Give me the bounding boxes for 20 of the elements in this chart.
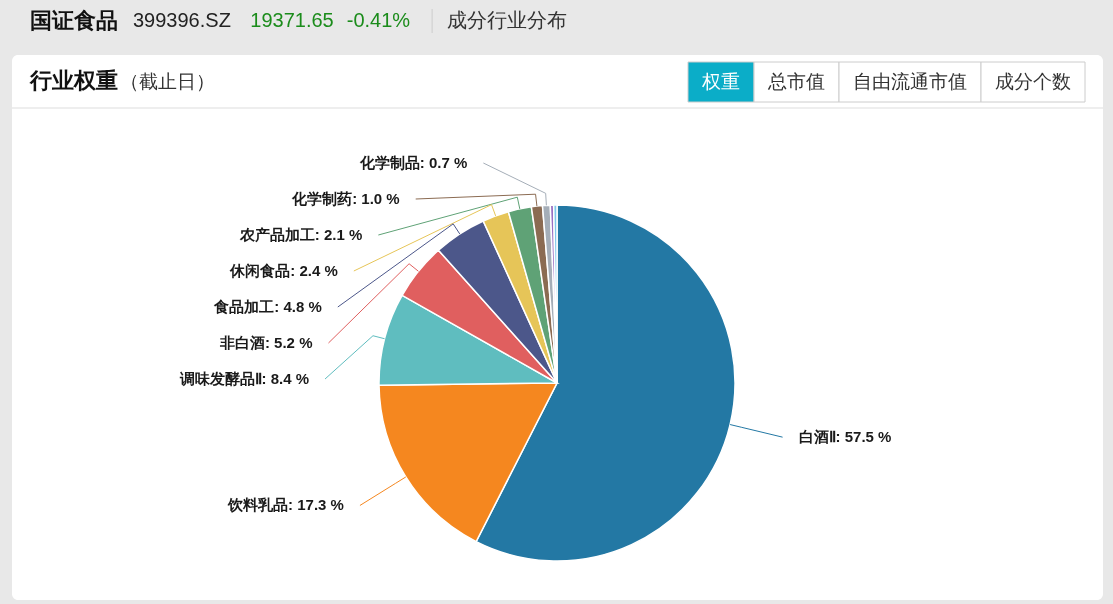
slice-label: 非白酒: 5.2 %: [218, 334, 313, 351]
text: -0.41%: [346, 9, 411, 31]
text: 成分个数: [995, 71, 1071, 92]
slice-label: 化学制品: 0.7 %: [358, 154, 468, 171]
text: 19371.65: [250, 9, 334, 31]
text: 自由流通市值: [853, 71, 967, 92]
slice-label: 调味发酵品Ⅱ: 8.4 %: [178, 370, 310, 387]
chart-subtitle: （截止日）: [120, 71, 215, 92]
slice-label: 农产品加工: 2.1 %: [238, 226, 363, 243]
text: 权重: [701, 71, 740, 92]
slice-label: 食品加工: 4.8 %: [213, 298, 322, 315]
text: 总市值: [767, 71, 825, 92]
slice-label: 饮料乳品: 17.3 %: [227, 496, 344, 514]
slice-label: 白酒Ⅱ: 57.5 %: [798, 428, 892, 446]
slice-label: 化学制药: 1.0 %: [291, 190, 400, 207]
text: 国证食品: [30, 8, 118, 33]
text: 成分行业分布: [447, 9, 568, 31]
chart-title: 行业权重: [29, 68, 118, 93]
slice-label: 休闲食品: 2.4 %: [229, 262, 338, 279]
text: 399396.SZ: [133, 9, 231, 31]
